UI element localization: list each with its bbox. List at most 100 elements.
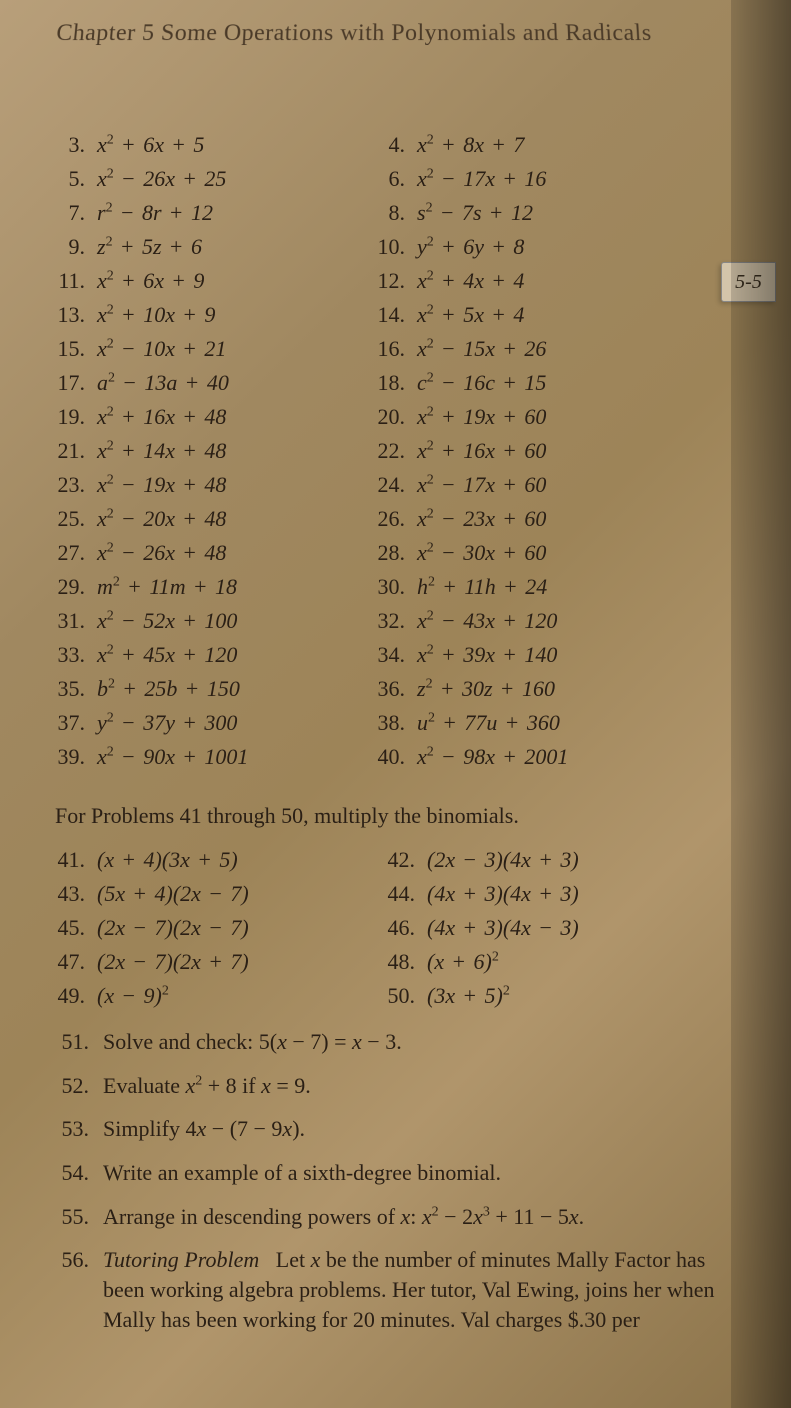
- problem-row: 25.x2 − 20x + 48: [55, 506, 355, 540]
- problem-number: 24.: [375, 472, 417, 498]
- problem-number: 28.: [375, 540, 417, 566]
- problem-expression: z2 + 5z + 6: [97, 234, 202, 260]
- problem-number: 20.: [375, 404, 417, 430]
- problem-expression: (3x + 5)2: [427, 983, 510, 1009]
- problem-number: 44.: [385, 881, 427, 907]
- problem-expression: x2 − 90x + 1001: [97, 744, 248, 770]
- problem-number: 46.: [385, 915, 427, 941]
- word-problem-row: 51.Solve and check: 5(x − 7) = x − 3.: [55, 1027, 791, 1057]
- problem-row: 17.a2 − 13a + 40: [55, 370, 355, 404]
- problem-number: 9.: [55, 234, 97, 260]
- problem-expression: (x + 4)(3x + 5): [97, 847, 238, 873]
- problem-expression: s2 − 7s + 12: [417, 200, 533, 226]
- problem-row: 29.m2 + 11m + 18: [55, 574, 355, 608]
- problem-row: 49.(x − 9)2: [55, 983, 365, 1017]
- problem-text: Solve and check: 5(x − 7) = x − 3.: [103, 1027, 402, 1057]
- problem-number: 53.: [55, 1116, 103, 1142]
- problem-row: 5.x2 − 26x + 25: [55, 166, 355, 200]
- problem-row: 44.(4x + 3)(4x + 3): [385, 881, 685, 915]
- problem-expression: x2 + 39x + 140: [417, 642, 557, 668]
- problem-expression: r2 − 8r + 12: [97, 200, 213, 226]
- problem-number: 26.: [375, 506, 417, 532]
- problem-number: 31.: [55, 608, 97, 634]
- problem-row: 43.(5x + 4)(2x − 7): [55, 881, 365, 915]
- problem-expression: (2x − 7)(2x − 7): [97, 915, 249, 941]
- problem-row: 37.y2 − 37y + 300: [55, 710, 355, 744]
- problem-expression: x2 − 19x + 48: [97, 472, 226, 498]
- problem-number: 23.: [55, 472, 97, 498]
- problem-number: 43.: [55, 881, 97, 907]
- problem-number: 32.: [375, 608, 417, 634]
- word-problem-row: 56.Tutoring Problem Let x be the number …: [55, 1245, 791, 1334]
- problem-row: 8.s2 − 7s + 12: [375, 200, 655, 234]
- problem-row: 13.x2 + 10x + 9: [55, 302, 355, 336]
- problem-number: 11.: [55, 268, 97, 294]
- problem-row: 30.h2 + 11h + 24: [375, 574, 655, 608]
- problem-row: 36.z2 + 30z + 160: [375, 676, 655, 710]
- problem-number: 33.: [55, 642, 97, 668]
- problem-number: 4.: [375, 132, 417, 158]
- problem-expression: (x − 9)2: [97, 983, 169, 1009]
- problem-number: 48.: [385, 949, 427, 975]
- problem-row: 22.x2 + 16x + 60: [375, 438, 655, 472]
- problem-row: 45.(2x − 7)(2x − 7): [55, 915, 365, 949]
- problem-expression: b2 + 25b + 150: [97, 676, 240, 702]
- problem-row: 15.x2 − 10x + 21: [55, 336, 355, 370]
- word-problem-row: 54.Write an example of a sixth-degree bi…: [55, 1158, 791, 1188]
- problem-expression: x2 − 30x + 60: [417, 540, 546, 566]
- problem-number: 16.: [375, 336, 417, 362]
- problem-number: 40.: [375, 744, 417, 770]
- problem-row: 34.x2 + 39x + 140: [375, 642, 655, 676]
- problem-number: 13.: [55, 302, 97, 328]
- word-problems: 51.Solve and check: 5(x − 7) = x − 3.52.…: [55, 1027, 791, 1335]
- problem-number: 52.: [55, 1073, 103, 1099]
- problem-row: 6.x2 − 17x + 16: [375, 166, 655, 200]
- problem-set-2: 41.(x + 4)(3x + 5)43.(5x + 4)(2x − 7)45.…: [55, 847, 791, 1017]
- word-problem-row: 55.Arrange in descending powers of x: x2…: [55, 1202, 791, 1232]
- problem-row: 26.x2 − 23x + 60: [375, 506, 655, 540]
- problem-row: 18.c2 − 16c + 15: [375, 370, 655, 404]
- problem-number: 27.: [55, 540, 97, 566]
- problem-row: 19.x2 + 16x + 48: [55, 404, 355, 438]
- problem-number: 29.: [55, 574, 97, 600]
- problem-expression: x2 − 26x + 25: [97, 166, 226, 192]
- problem-number: 34.: [375, 642, 417, 668]
- problem-number: 39.: [55, 744, 97, 770]
- problem-number: 21.: [55, 438, 97, 464]
- problem-number: 38.: [375, 710, 417, 736]
- problem-row: 7.r2 − 8r + 12: [55, 200, 355, 234]
- problem-row: 46.(4x + 3)(4x − 3): [385, 915, 685, 949]
- problem-expression: h2 + 11h + 24: [417, 574, 547, 600]
- problem-row: 27.x2 − 26x + 48: [55, 540, 355, 574]
- problem-expression: c2 − 16c + 15: [417, 370, 546, 396]
- problem-row: 14.x2 + 5x + 4: [375, 302, 655, 336]
- section-tab: 5-5: [721, 262, 776, 302]
- problem-expression: y2 + 6y + 8: [417, 234, 524, 260]
- problem-number: 50.: [385, 983, 427, 1009]
- problem-expression: a2 − 13a + 40: [97, 370, 229, 396]
- problem-number: 3.: [55, 132, 97, 158]
- problem-text: Simplify 4x − (7 − 9x).: [103, 1114, 305, 1144]
- problem-row: 38.u2 + 77u + 360: [375, 710, 655, 744]
- problem-row: 39.x2 − 90x + 1001: [55, 744, 355, 778]
- problem-number: 55.: [55, 1204, 103, 1230]
- problem-expression: x2 + 16x + 60: [417, 438, 546, 464]
- problem-row: 21.x2 + 14x + 48: [55, 438, 355, 472]
- problem-row: 24.x2 − 17x + 60: [375, 472, 655, 506]
- problem-col-right: 42.(2x − 3)(4x + 3)44.(4x + 3)(4x + 3)46…: [385, 847, 685, 1017]
- problem-number: 8.: [375, 200, 417, 226]
- problem-expression: (4x + 3)(4x + 3): [427, 881, 579, 907]
- problem-number: 12.: [375, 268, 417, 294]
- problem-row: 9.z2 + 5z + 6: [55, 234, 355, 268]
- problem-row: 47.(2x − 7)(2x + 7): [55, 949, 365, 983]
- problem-expression: y2 − 37y + 300: [97, 710, 237, 736]
- problem-number: 18.: [375, 370, 417, 396]
- problem-row: 32.x2 − 43x + 120: [375, 608, 655, 642]
- problem-number: 22.: [375, 438, 417, 464]
- problem-expression: x2 − 98x + 2001: [417, 744, 568, 770]
- problem-row: 31.x2 − 52x + 100: [55, 608, 355, 642]
- problem-number: 15.: [55, 336, 97, 362]
- problem-number: 51.: [55, 1029, 103, 1055]
- problem-row: 50.(3x + 5)2: [385, 983, 685, 1017]
- problem-number: 17.: [55, 370, 97, 396]
